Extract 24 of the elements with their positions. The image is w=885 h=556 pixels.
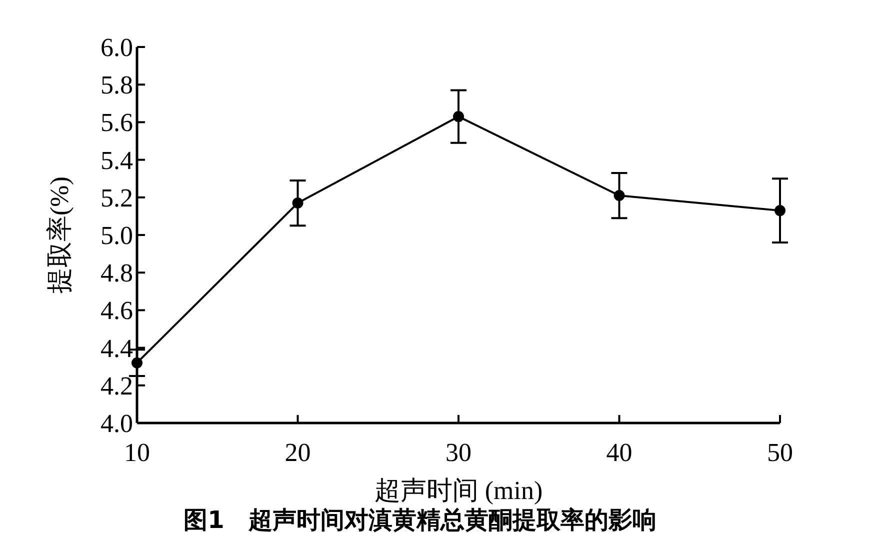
- y-axis-title: 提取率(%): [45, 176, 74, 294]
- x-tick-label: 50: [767, 438, 793, 467]
- x-tick-label: 30: [446, 438, 472, 467]
- y-tick-label: 4.8: [100, 258, 133, 288]
- y-tick-label: 6.0: [100, 33, 133, 62]
- point: [614, 190, 625, 202]
- point: [774, 205, 786, 216]
- y-tick-label: 5.8: [100, 70, 133, 100]
- x-tick-label: 40: [606, 438, 632, 467]
- y-tick-label: 5.2: [100, 183, 133, 212]
- y-tick-label: 4.6: [100, 296, 133, 326]
- y-tick-label: 4.0: [100, 409, 133, 438]
- x-tick-label: 20: [284, 438, 311, 467]
- y-tick-label: 5.4: [100, 146, 133, 175]
- x-tick-label: 10: [124, 438, 150, 467]
- caption: 图1 超声时间对滇黄精总黄酮提取率的影响: [184, 506, 656, 534]
- point: [132, 357, 142, 368]
- point: [453, 111, 464, 122]
- y-tick-label: 4.2: [100, 371, 133, 400]
- x-axis-title: 超声时间 (min): [374, 476, 543, 505]
- y-tick-label: 4.4: [100, 334, 133, 363]
- point: [292, 198, 304, 209]
- y-tick-label: 5.6: [100, 108, 133, 138]
- y-tick-label: 5.0: [100, 221, 133, 250]
